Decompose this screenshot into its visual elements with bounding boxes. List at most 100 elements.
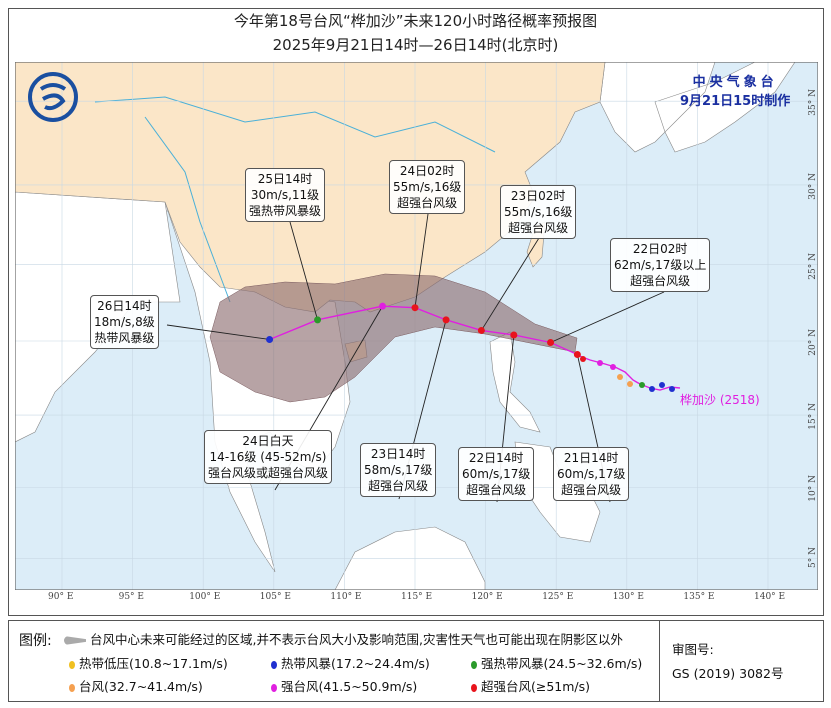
leader-line [166,324,270,340]
leader-line [414,213,429,308]
lat-tick-label: 25° N [808,252,818,280]
lat-tick-label: 30° N [808,172,818,200]
forecast-speed: 55m/s,16级 [504,205,573,219]
forecast-label-box: 23日02时 55m/s,16级 超强台风级 [500,185,577,239]
legend-cone: 台风中心未来可能经过的区域,并不表示台风大小及影响范围,灾害性天气也可能出现在阴… [64,629,623,648]
past-point [669,386,675,392]
lon-tick-label: 140° E [754,592,786,602]
forecast-time: 24日白天 [242,434,294,448]
forecast-time: 22日02时 [632,242,688,256]
forecast-point [266,335,274,343]
legend-item: 强台风(41.5~50.9m/s) [271,676,417,695]
forecast-label-box: 24日白天 14-16级 (45-52m/s) 强台风级或超强台风级 [204,430,333,484]
forecast-point [573,350,581,358]
agency-name: 中央气象台 [692,75,778,90]
lon-tick-label: 115° E [401,592,433,602]
past-point [610,364,616,370]
approval-box: 审图号: GS (2019) 3082号 [659,621,824,701]
forecast-grade: 强台风级或超强台风级 [208,466,329,480]
forecast-speed: 14-16级 (45-52m/s) [209,450,327,464]
past-point [649,386,655,392]
lon-tick-label: 130° E [612,592,644,602]
legend-text: 超强台风(≥51m/s) [481,679,591,694]
legend-dot-icon [69,660,75,669]
legend-dot-icon [271,683,277,692]
probability-cone [209,273,578,403]
forecast-time: 21日14时 [563,451,619,465]
forecast-label-box: 25日14时 30m/s,11级 强热带风暴级 [245,168,326,222]
leader-line [550,291,665,343]
past-point [597,360,603,366]
legend-label: 图例: [19,633,52,649]
forecast-speed: 62m/s,17级以上 [614,258,707,272]
forecast-label-box: 22日14时 60m/s,17级 超强台风级 [458,447,535,501]
forecast-speed: 58m/s,17级 [364,463,433,477]
cma-logo [28,72,78,122]
approval-label: 审图号: [672,642,714,657]
legend-text: 热带低压(10.8~17.1m/s) [79,656,228,671]
forecast-point [547,338,555,346]
chart-subtitle: 2025年9月21日14时—26日14时(北京时) [272,36,559,54]
forecast-points [266,302,581,358]
past-point [659,382,665,388]
forecast-time: 23日14时 [370,447,426,461]
forecast-grade: 超强台风级 [368,479,429,493]
river [144,116,231,303]
forecast-time: 22日14时 [468,451,524,465]
legend-dot-icon [271,660,277,669]
legend-item: 超强台风(≥51m/s) [471,676,590,695]
lon-tick-label: 100° E [189,592,221,602]
past-point [639,382,645,388]
forecast-grade: 热带风暴级 [94,331,155,345]
forecast-point [442,316,450,324]
typhoon-name-label: 桦加沙 (2518) [680,393,760,407]
forecast-grade: 超强台风级 [397,196,458,210]
legend-text: 台风(32.7~41.4m/s) [79,679,203,694]
forecast-time: 26日14时 [97,299,152,313]
chart-title: 今年第18号台风“桦加沙”未来120小时路径概率预报图 [233,12,598,30]
lon-tick-label: 125° E [542,592,574,602]
lon-tick-label: 135° E [683,592,715,602]
legend-dot-icon [471,683,477,692]
river [94,96,496,153]
forecast-label-box: 24日02时 55m/s,16级 超强台风级 [389,160,466,214]
legend-text: 强热带风暴(24.5~32.6m/s) [481,656,643,671]
past-track-points [580,356,675,392]
forecast-grade: 超强台风级 [630,274,691,288]
forecast-point [314,316,322,324]
forecast-speed: 30m/s,11级 [250,188,320,202]
forecast-speed: 18m/s,8级 [94,315,155,329]
cone-text: 台风中心未来可能经过的区域,并不表示台风大小及影响范围,灾害性天气也可能出现在阴… [90,632,623,647]
forecast-point [510,331,518,339]
legend-text: 热带风暴(17.2~24.4m/s) [281,656,430,671]
forecast-time: 24日02时 [399,164,455,178]
forecast-time: 25日14时 [257,172,313,186]
forecast-speed: 55m/s,16级 [393,180,462,194]
forecast-point [411,304,419,312]
forecast-label-box: 22日02时 62m/s,17级以上 超强台风级 [610,238,711,292]
figure-frame [8,8,824,616]
agency-block: 中央气象台 9月21日15时制作 [680,73,790,111]
forecast-point [477,326,485,334]
legend-text: 强台风(41.5~50.9m/s) [281,679,418,694]
map [15,62,818,590]
forecast-grade: 强热带风暴级 [249,204,322,218]
lat-tick-label: 5° N [808,546,818,568]
legend-dot-icon [69,683,75,692]
issue-time: 9月21日15时制作 [680,94,791,109]
forecast-speed: 60m/s,17级 [557,467,626,481]
forecast-label-box: 26日14时 18m/s,8级 热带风暴级 [90,295,159,349]
forecast-grade: 超强台风级 [561,483,622,497]
lat-tick-label: 15° N [808,403,818,430]
lon-tick-label: 90° E [48,592,74,602]
past-point [617,374,623,380]
legend-dot-icon [471,660,477,669]
leader-line [480,237,540,331]
cone-swatch-icon [64,636,86,645]
leader-line [289,221,319,320]
legend-item: 热带风暴(17.2~24.4m/s) [271,653,430,672]
forecast-speed: 60m/s,17级 [462,467,531,481]
forecast-label-box: 21日14时 60m/s,17级 超强台风级 [553,447,630,501]
lon-tick-label: 120° E [471,592,503,602]
forecast-point [379,302,387,310]
